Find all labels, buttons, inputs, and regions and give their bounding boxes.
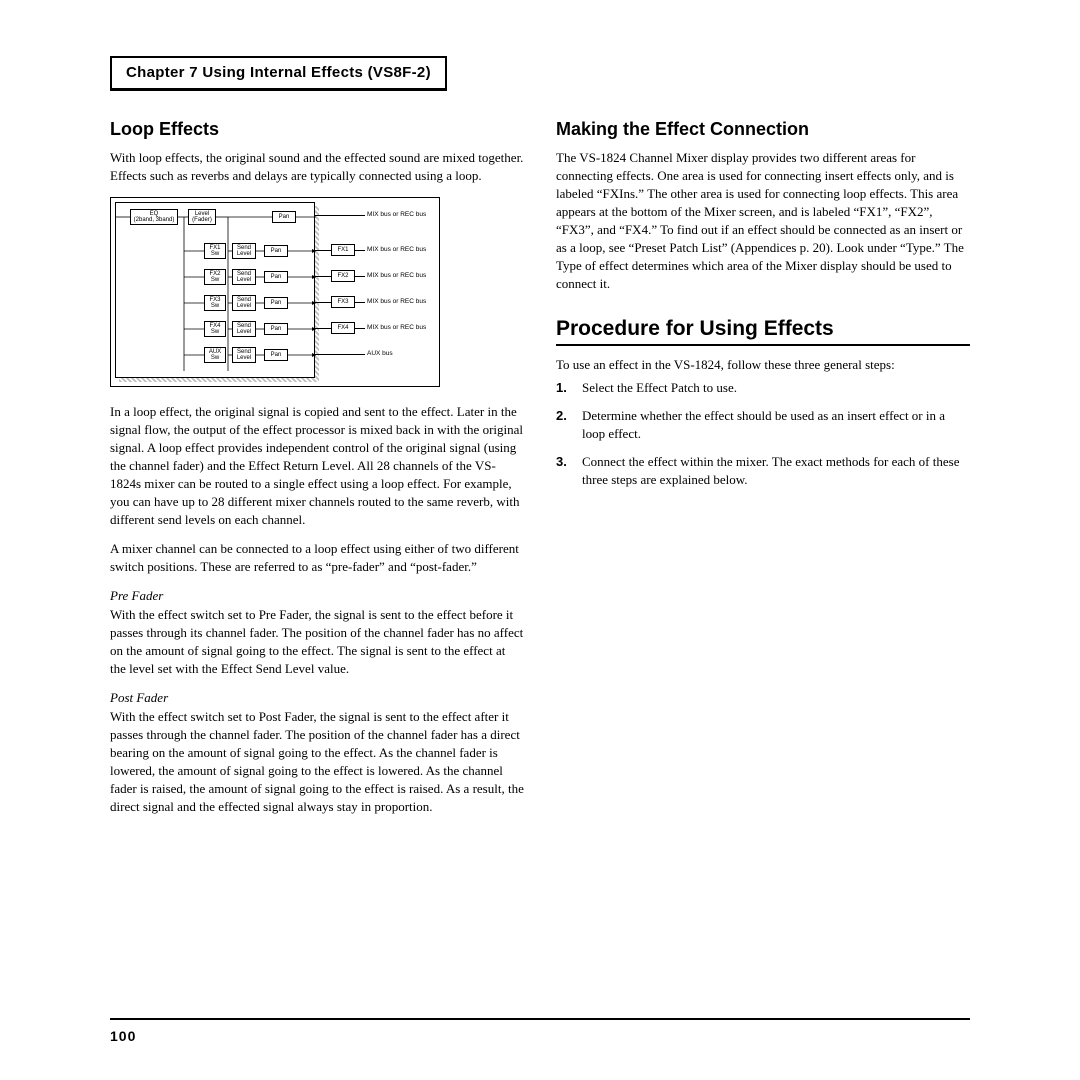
loop-effects-heading: Loop Effects xyxy=(110,119,524,140)
pan-top: Pan xyxy=(272,211,296,223)
connector-line xyxy=(315,302,331,303)
page-number: 100 xyxy=(110,1028,136,1044)
two-column-layout: Loop Effects With loop effects, the orig… xyxy=(110,119,970,828)
connector-line xyxy=(315,328,331,329)
pan-block: Pan xyxy=(264,245,288,257)
top-bus-label: MIX bus or REC bus xyxy=(367,212,426,219)
send-level-block: Send Level xyxy=(232,321,256,337)
bus-label: MIX bus or REC bus xyxy=(367,325,426,332)
making-connection-heading: Making the Effect Connection xyxy=(556,119,970,140)
diagram-main-box: EQ (2band, 3band) Level (Fader) Pan FX1 … xyxy=(115,202,315,378)
fx-return-block: FX4 xyxy=(331,322,355,334)
connector-line xyxy=(315,354,365,355)
fx-sw-block: FX3 Sw xyxy=(204,295,226,311)
step-item: Select the Effect Patch to use. xyxy=(556,379,970,397)
pan-block: Pan xyxy=(264,349,288,361)
document-page: Chapter 7 Using Internal Effects (VS8F-2… xyxy=(0,0,1080,1080)
connector-line xyxy=(315,276,331,277)
procedure-steps: Select the Effect Patch to use. Determin… xyxy=(556,379,970,489)
chapter-title: Chapter 7 Using Internal Effects (VS8F-2… xyxy=(126,64,431,81)
aux-bus-label: AUX bus xyxy=(367,351,393,358)
making-connection-body: The VS-1824 Channel Mixer display provid… xyxy=(556,149,970,293)
pre-fader-body: With the effect switch set to Pre Fader,… xyxy=(110,606,524,678)
procedure-intro: To use an effect in the VS-1824, follow … xyxy=(556,356,970,374)
fx-sw-block: FX4 Sw xyxy=(204,321,226,337)
pan-block: Pan xyxy=(264,297,288,309)
fx-return-block: FX3 xyxy=(331,296,355,308)
aux-sw-block: AUX Sw xyxy=(204,347,226,363)
bus-label: MIX bus or REC bus xyxy=(367,247,426,254)
bus-label: MIX bus or REC bus xyxy=(367,299,426,306)
fx-return-block: FX1 xyxy=(331,244,355,256)
connector-line xyxy=(355,250,365,251)
connector-line xyxy=(355,276,365,277)
pan-block: Pan xyxy=(264,323,288,335)
level-block: Level (Fader) xyxy=(188,209,216,225)
send-level-block: Send Level xyxy=(232,243,256,259)
eq-block: EQ (2band, 3band) xyxy=(130,209,178,225)
footer-rule xyxy=(110,1018,970,1020)
pre-fader-label: Pre Fader xyxy=(110,588,524,604)
loop-intro-paragraph: With loop effects, the original sound an… xyxy=(110,149,524,185)
bus-label: MIX bus or REC bus xyxy=(367,273,426,280)
fx-return-block: FX2 xyxy=(331,270,355,282)
switch-positions-paragraph: A mixer channel can be connected to a lo… xyxy=(110,540,524,576)
step-item: Determine whether the effect should be u… xyxy=(556,407,970,443)
right-column: Making the Effect Connection The VS-1824… xyxy=(556,119,970,828)
chapter-title-bar: Chapter 7 Using Internal Effects (VS8F-2… xyxy=(110,56,447,91)
send-level-block: Send Level xyxy=(232,295,256,311)
send-level-block: Send Level xyxy=(232,347,256,363)
connector-line xyxy=(355,328,365,329)
pan-block: Pan xyxy=(264,271,288,283)
post-fader-label: Post Fader xyxy=(110,690,524,706)
signal-flow-diagram: EQ (2band, 3band) Level (Fader) Pan FX1 … xyxy=(110,197,440,387)
fx-sw-block: FX1 Sw xyxy=(204,243,226,259)
step-item: Connect the effect within the mixer. The… xyxy=(556,453,970,489)
connector-line xyxy=(315,215,365,216)
procedure-heading: Procedure for Using Effects xyxy=(556,317,970,346)
loop-detail-paragraph: In a loop effect, the original signal is… xyxy=(110,403,524,529)
connector-line xyxy=(315,250,331,251)
left-column: Loop Effects With loop effects, the orig… xyxy=(110,119,524,828)
fx-sw-block: FX2 Sw xyxy=(204,269,226,285)
post-fader-body: With the effect switch set to Post Fader… xyxy=(110,708,524,816)
send-level-block: Send Level xyxy=(232,269,256,285)
connector-line xyxy=(355,302,365,303)
